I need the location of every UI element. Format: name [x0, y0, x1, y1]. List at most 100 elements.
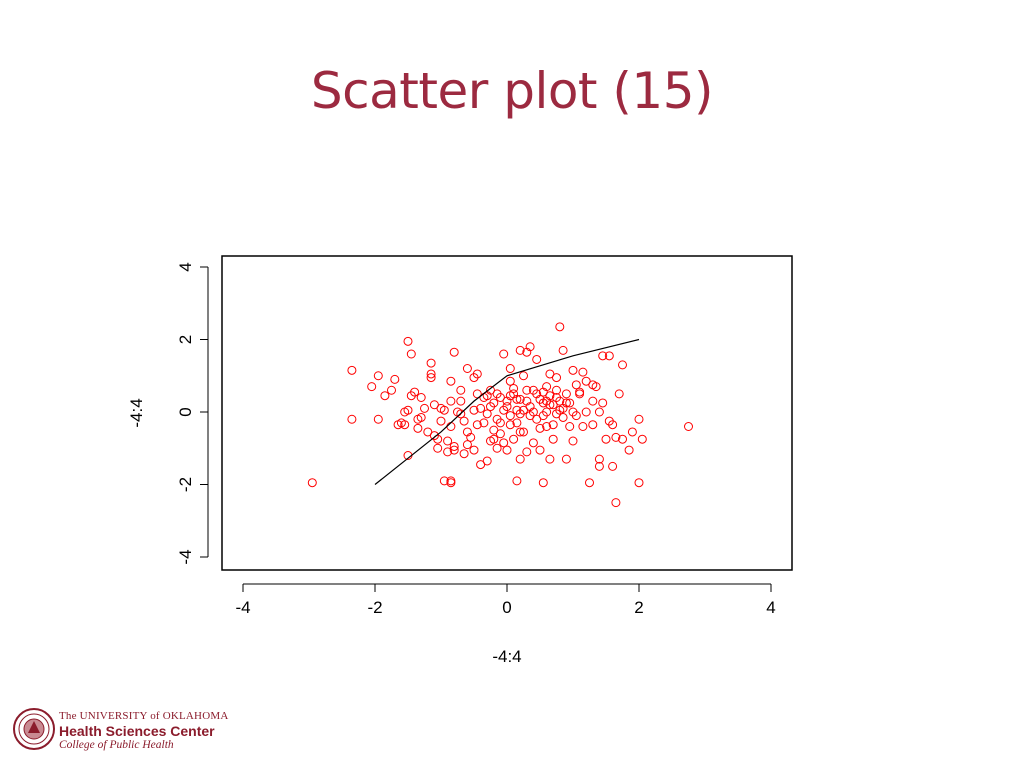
scatter-point [512, 394, 522, 404]
scatter-point [578, 367, 588, 377]
scatter-point [446, 476, 456, 486]
scatter-point [684, 422, 693, 431]
scatter-point [505, 376, 515, 386]
scatter-point [515, 345, 525, 355]
scatter-point [403, 405, 413, 415]
scatter-point [515, 427, 525, 437]
scatter-point [512, 418, 522, 428]
scatter-point [489, 398, 499, 408]
scatter-point [522, 385, 532, 395]
scatter-point [505, 364, 515, 373]
scatter-point [469, 405, 479, 415]
scatter-point [528, 438, 538, 448]
scatter-point [403, 336, 413, 346]
scatter-point [634, 414, 644, 424]
plot-frame [221, 255, 793, 571]
scatter-point [588, 380, 598, 390]
scatter-point [542, 382, 552, 392]
x-tick-label: -4 [235, 598, 250, 617]
scatter-point [568, 365, 578, 375]
scatter-point [561, 398, 571, 408]
scatter-point [446, 376, 456, 386]
scatter-point [555, 405, 565, 415]
scatter-point [502, 445, 512, 455]
scatter-point [568, 407, 578, 417]
scatter-point [505, 411, 515, 421]
scatter-point [449, 347, 459, 357]
y-tick-label: 4 [176, 262, 195, 271]
scatter-point [449, 445, 459, 455]
logo-center-name: Health Sciences Center [59, 723, 215, 739]
scatter-point [472, 420, 482, 430]
scatter-point [456, 396, 466, 406]
scatter-point [568, 436, 578, 446]
scatter-point [499, 349, 509, 359]
scatter-point [347, 365, 357, 375]
scatter-point [519, 371, 528, 381]
scatter-point [535, 445, 545, 455]
scatter-point [634, 478, 644, 488]
scatter-point [519, 427, 528, 437]
scatter-point [443, 436, 453, 446]
scatter-point [462, 440, 472, 450]
scatter-point [462, 427, 472, 437]
scatter-point [439, 476, 449, 486]
scatter-point [561, 389, 571, 399]
scatter-point [489, 434, 499, 444]
scatter-point [545, 400, 555, 410]
scatter-point [545, 454, 555, 464]
scatter-point [512, 476, 522, 486]
scatter-point [446, 422, 456, 431]
scatter-point [575, 389, 585, 399]
scatter-point [558, 345, 568, 355]
university-logo: The UNIVERSITY of OKLAHOMA Health Scienc… [12, 707, 232, 757]
scatter-point [525, 411, 535, 421]
scatter-point [307, 478, 317, 488]
y-tick-label: 0 [176, 407, 195, 416]
scatter-point [390, 374, 400, 384]
scatter-point [575, 387, 585, 397]
scatter-point [608, 420, 618, 430]
y-tick-label: -2 [176, 477, 195, 492]
scatter-point [515, 394, 525, 404]
scatter-point [525, 342, 535, 352]
scatter-point [618, 434, 627, 444]
scatter-point [443, 447, 453, 457]
scatter-point [637, 434, 647, 444]
scatter-point [522, 447, 532, 457]
scatter-point [505, 420, 515, 430]
scatter-point [413, 423, 423, 433]
scatter-point [479, 418, 489, 428]
scatter-point [486, 385, 495, 395]
scatter-point [548, 420, 558, 430]
scatter-point [588, 420, 598, 430]
scatter-point [598, 351, 608, 361]
scatter-point [608, 461, 618, 471]
scatter-point [410, 387, 420, 397]
series-layer [307, 322, 693, 508]
scatter-point [552, 385, 561, 395]
scatter-point [565, 398, 575, 408]
scatter-point [571, 380, 581, 390]
y-axis-label: -4:4 [127, 398, 146, 427]
scatter-point [347, 414, 357, 424]
scatter-point [426, 369, 436, 379]
scatter-point [373, 371, 383, 381]
scatter-point [416, 412, 426, 422]
scatter-point [509, 383, 519, 393]
y-axis: -4 -2 0 2 4 [176, 262, 209, 565]
scatter-point [515, 454, 525, 464]
scatter-point [594, 461, 604, 471]
scatter-point [578, 422, 588, 431]
scatter-point [492, 443, 502, 453]
scatter-point [522, 347, 532, 357]
scatter-point [367, 382, 377, 392]
x-axis-label: -4:4 [492, 647, 521, 666]
scatter-point [482, 409, 492, 419]
scatter-point [482, 456, 492, 466]
scatter-point [558, 412, 568, 422]
scatter-point [499, 405, 509, 415]
scatter-point [433, 443, 443, 453]
scatter-point [456, 385, 466, 395]
